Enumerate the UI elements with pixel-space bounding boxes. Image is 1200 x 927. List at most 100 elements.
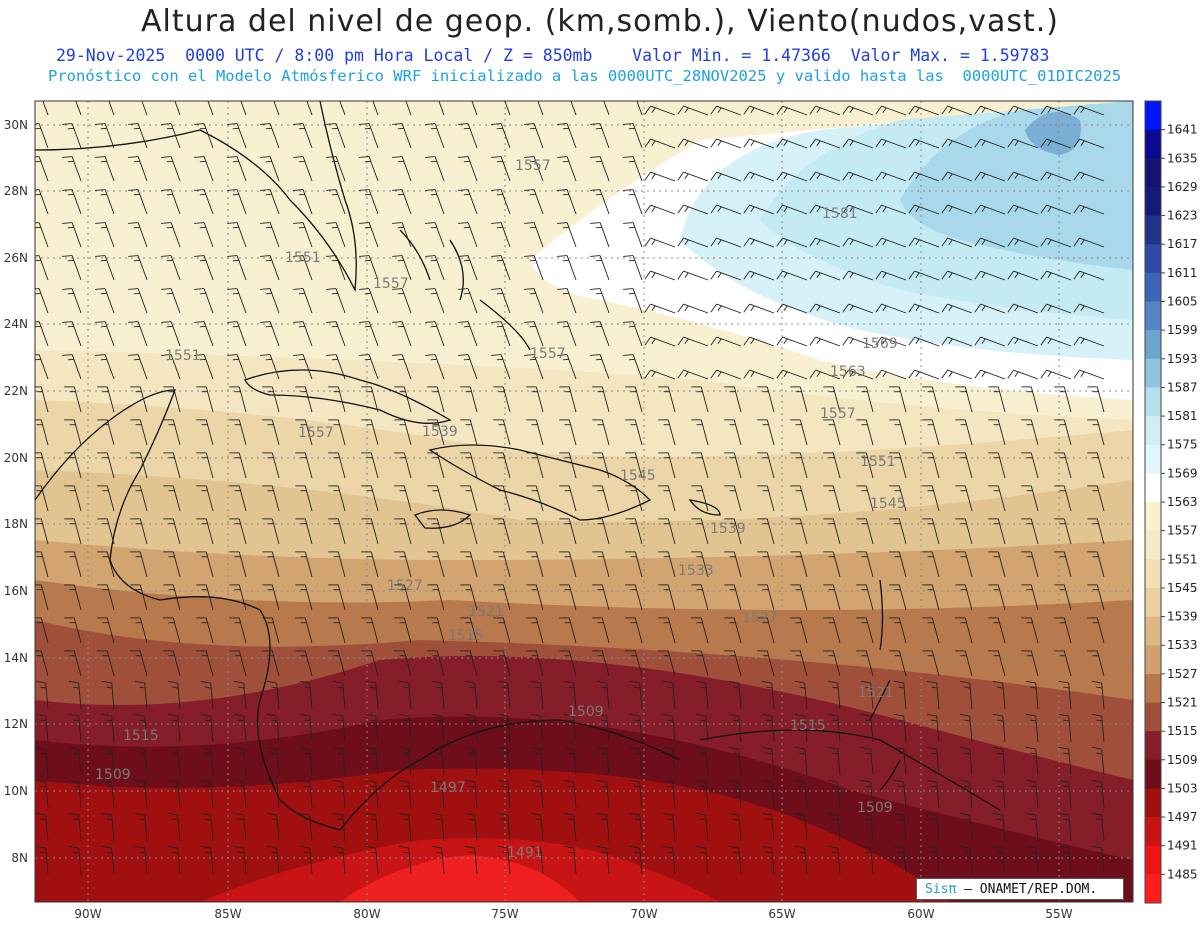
- wind-barb: [299, 812, 313, 842]
- wind-barb: [842, 336, 874, 347]
- wind-barb: [743, 138, 775, 149]
- wind-barb: [460, 452, 478, 479]
- wind-barb: [677, 336, 709, 347]
- wind-barb: [790, 584, 808, 611]
- wind-barb: [361, 386, 379, 413]
- colorbar-label: 1485: [1167, 867, 1198, 881]
- wind-barb: [299, 746, 313, 776]
- colorbar-swatch: [1145, 244, 1161, 274]
- wind-barb: [101, 680, 115, 710]
- wind-barb: [493, 584, 511, 611]
- wind-barb: [134, 812, 148, 842]
- wind-barb: [68, 779, 82, 809]
- wind-barb: [1007, 138, 1039, 149]
- wind-barb: [394, 551, 412, 578]
- wind-barb: [875, 105, 907, 116]
- wind-barb: [644, 105, 676, 116]
- wind-barb: [425, 222, 445, 248]
- wind-barb: [233, 812, 247, 842]
- wind-barb: [97, 485, 115, 512]
- wind-barb: [200, 812, 214, 842]
- wind-barb: [497, 680, 511, 710]
- wind-barb: [842, 369, 874, 380]
- wind-barb: [35, 680, 49, 710]
- wind-barb: [326, 123, 346, 149]
- wind-barb: [128, 123, 148, 149]
- wind-barb: [557, 354, 577, 380]
- wind-barb: [677, 138, 709, 149]
- wind-barb: [860, 845, 874, 875]
- wind-barb: [992, 680, 1006, 710]
- wind-barb: [623, 123, 643, 149]
- wind-barb: [1054, 485, 1072, 512]
- wind-barb: [809, 105, 841, 116]
- wind-barb: [875, 369, 907, 380]
- wind-barb: [559, 551, 577, 578]
- contour-label: 1569: [862, 336, 898, 352]
- wind-barb: [194, 321, 214, 347]
- wind-barb: [1025, 779, 1039, 809]
- wind-barb: [856, 485, 874, 512]
- colorbar-swatch: [1145, 845, 1161, 875]
- wind-barb: [163, 386, 181, 413]
- wind-barb: [95, 354, 115, 380]
- wind-barbs: [35, 101, 1105, 875]
- wind-barb: [955, 452, 973, 479]
- wind-barb: [889, 452, 907, 479]
- wind-barb: [590, 288, 610, 314]
- wind-barb: [427, 518, 445, 545]
- colorbar-swatch: [1145, 272, 1161, 302]
- wind-barb: [1054, 386, 1072, 413]
- colorbar-label: 1575: [1167, 438, 1198, 452]
- wind-barb: [471, 101, 478, 116]
- wind-barb: [392, 321, 412, 347]
- wind-barb: [1073, 171, 1105, 182]
- wind-barb: [908, 270, 940, 281]
- wind-barb: [644, 204, 676, 215]
- wind-barb: [677, 204, 709, 215]
- wind-barb: [559, 386, 577, 413]
- wind-barb: [677, 171, 709, 182]
- wind-barb: [227, 156, 247, 182]
- wind-barb: [97, 617, 115, 644]
- wind-barb: [1073, 369, 1105, 380]
- wind-barb: [464, 680, 478, 710]
- wind-barb: [161, 156, 181, 182]
- wind-barb: [526, 452, 544, 479]
- wind-barb: [95, 189, 115, 215]
- wind-barb: [262, 584, 280, 611]
- wind-barb: [326, 189, 346, 215]
- wind-barb: [359, 321, 379, 347]
- wind-barb: [761, 713, 775, 743]
- wind-barb: [658, 650, 676, 677]
- wind-barb: [1007, 369, 1039, 380]
- wind-barb: [1058, 779, 1072, 809]
- wind-barb: [35, 123, 49, 149]
- wind-barb: [491, 156, 511, 182]
- wind-barb: [893, 812, 907, 842]
- wind-barb: [842, 171, 874, 182]
- wind-barb: [293, 222, 313, 248]
- wind-barb: [194, 156, 214, 182]
- wind-barb: [724, 452, 742, 479]
- wind-barb: [95, 288, 115, 314]
- wind-barb: [794, 779, 808, 809]
- wind-barb: [524, 156, 544, 182]
- wind-barb: [625, 617, 643, 644]
- wind-barb: [790, 386, 808, 413]
- wind-barb: [293, 189, 313, 215]
- wind-barb: [293, 156, 313, 182]
- wind-barb: [592, 617, 610, 644]
- wind-barb: [141, 101, 148, 116]
- wind-barb: [629, 713, 643, 743]
- wind-barb: [425, 354, 445, 380]
- wind-barb: [128, 222, 148, 248]
- wind-barb: [95, 255, 115, 281]
- wind-barb: [596, 812, 610, 842]
- wind-barb: [889, 551, 907, 578]
- wind-barb: [790, 551, 808, 578]
- wind-barb: [134, 779, 148, 809]
- lat-label: 12N: [4, 717, 28, 731]
- wind-barb: [557, 255, 577, 281]
- wind-barb: [1054, 650, 1072, 677]
